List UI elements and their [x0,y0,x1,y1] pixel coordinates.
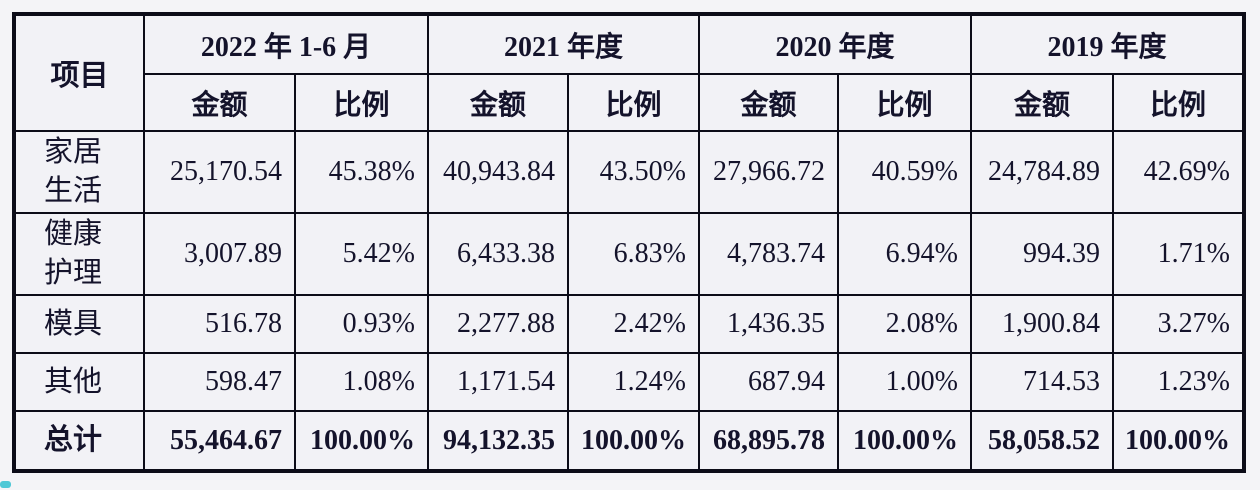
amount-cell: 687.94 [698,352,839,412]
ratio-cell: 100.00% [837,410,972,472]
amount-cell: 598.47 [143,352,296,412]
ratio-cell: 1.08% [294,352,429,412]
table-row: 家居生活 25,170.54 45.38% 40,943.84 43.50% 27,966… [13,130,1245,214]
amount-cell: 714.53 [970,352,1114,412]
ratio-cell: 1.00% [837,352,972,412]
ratio-subheader-2020: 比例 [837,73,972,132]
table-row: 总计 55,464.67 100.00% 94,132.35 100.00% 68,895… [13,410,1245,472]
row-label-cell: 健康护理 [13,212,145,296]
amount-cell: 6,433.38 [427,212,569,296]
ratio-cell: 2.42% [567,294,700,354]
amount-cell: 40,943.84 [427,130,569,214]
amount-cell: 94,132.35 [427,410,569,472]
ratio-cell: 2.08% [837,294,972,354]
ratio-cell: 43.50% [567,130,700,214]
table-row: 其他 598.47 1.08% 1,171.54 1.24% 687.94 1.00% 714… [13,352,1245,412]
amount-cell: 58,058.52 [970,410,1114,472]
table-row: 健康护理 3,007.89 5.42% 6,433.38 6.83% 4,783.74 6.… [13,212,1245,296]
amount-cell: 25,170.54 [143,130,296,214]
amount-subheader-2019: 金额 [970,73,1114,132]
table-row: 模具 516.78 0.93% 2,277.88 2.42% 1,436.35 2.08% 1… [13,294,1245,354]
ratio-subheader-2022: 比例 [294,73,429,132]
ratio-cell: 40.59% [837,130,972,214]
amount-cell: 2,277.88 [427,294,569,354]
table-body: 家居生活 25,170.54 45.38% 40,943.84 43.50% 27,966… [13,130,1245,472]
ratio-cell: 100.00% [294,410,429,472]
amount-cell: 4,783.74 [698,212,839,296]
ratio-cell: 1.23% [1112,352,1245,412]
revenue-breakdown-table: 项目 2022 年 1-6 月 2021 年度 2020 年度 2019 年度 … [12,12,1246,473]
ratio-cell: 1.24% [567,352,700,412]
amount-subheader-2022: 金额 [143,73,296,132]
ratio-cell: 45.38% [294,130,429,214]
period-header-2020: 2020 年度 [698,13,972,75]
subheader-row: 金额 比例 金额 比例 金额 比例 金额 比例 [14,73,1245,132]
amount-cell: 3,007.89 [143,212,296,296]
table-header: 项目 2022 年 1-6 月 2021 年度 2020 年度 2019 年度 … [13,13,1245,132]
ratio-cell: 42.69% [1112,130,1245,214]
row-label-cell: 总计 [13,410,145,472]
amount-cell: 68,895.78 [698,410,839,472]
period-header-2021: 2021 年度 [427,13,700,75]
period-header-2019: 2019 年度 [970,13,1245,75]
ratio-cell: 3.27% [1112,294,1245,354]
amount-cell: 516.78 [143,294,296,354]
period-header-2022: 2022 年 1-6 月 [143,13,429,75]
ratio-cell: 100.00% [567,410,700,472]
row-label-cell: 模具 [13,294,145,354]
ratio-cell: 1.71% [1112,212,1245,296]
ratio-subheader-2021: 比例 [567,73,700,132]
amount-cell: 994.39 [970,212,1114,296]
ratio-cell: 6.83% [567,212,700,296]
ratio-cell: 0.93% [294,294,429,354]
corner-accent-mark [0,481,11,488]
amount-cell: 1,436.35 [698,294,839,354]
amount-cell: 55,464.67 [143,410,296,472]
row-label-cell: 家居生活 [13,130,145,214]
amount-subheader-2021: 金额 [427,73,569,132]
amount-cell: 27,966.72 [698,130,839,214]
amount-cell: 1,900.84 [970,294,1114,354]
ratio-cell: 5.42% [294,212,429,296]
row-label-cell: 其他 [13,352,145,412]
ratio-subheader-2019: 比例 [1112,73,1245,132]
ratio-cell: 6.94% [837,212,972,296]
amount-cell: 1,171.54 [427,352,569,412]
ratio-cell: 100.00% [1112,410,1245,472]
item-column-header: 项目 [13,13,145,132]
amount-subheader-2020: 金额 [698,73,839,132]
period-header-row: 项目 2022 年 1-6 月 2021 年度 2020 年度 2019 年度 [13,13,1245,132]
amount-cell: 24,784.89 [970,130,1114,214]
